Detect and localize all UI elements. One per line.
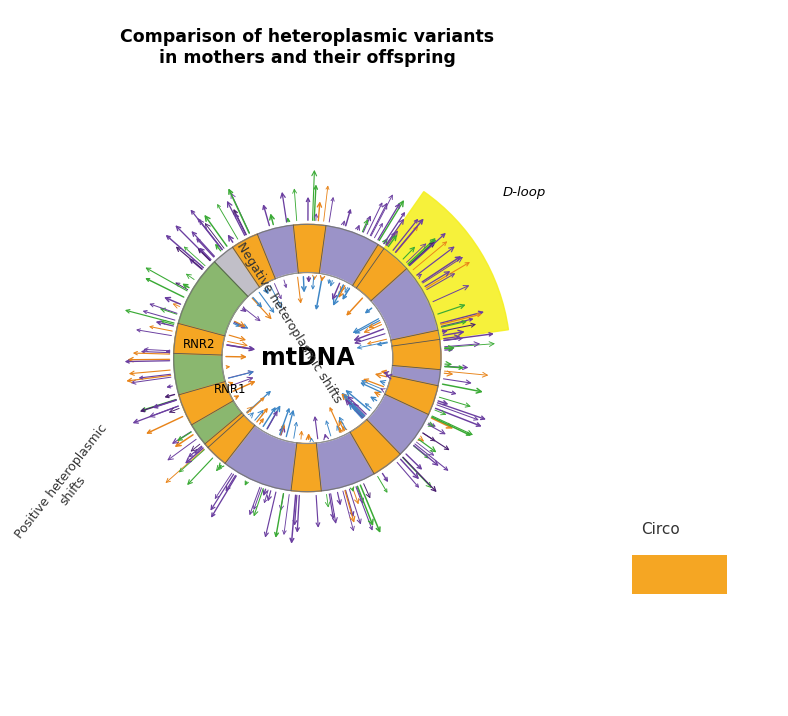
Wedge shape xyxy=(353,245,407,301)
Wedge shape xyxy=(205,413,255,463)
Circle shape xyxy=(221,273,393,443)
Wedge shape xyxy=(293,224,326,274)
Wedge shape xyxy=(173,262,248,448)
Wedge shape xyxy=(174,324,225,355)
Text: Positive heteroplasmic
shifts: Positive heteroplasmic shifts xyxy=(13,422,121,551)
Text: RNR1: RNR1 xyxy=(214,384,247,397)
Text: Comparison of heteroplasmic variants
in mothers and their offspring: Comparison of heteroplasmic variants in … xyxy=(121,28,494,67)
Wedge shape xyxy=(173,247,259,463)
Wedge shape xyxy=(291,443,322,492)
Wedge shape xyxy=(179,382,233,425)
Wedge shape xyxy=(350,420,400,474)
Text: Circo: Circo xyxy=(641,523,679,537)
Circle shape xyxy=(173,224,441,492)
Text: RNR2: RNR2 xyxy=(182,339,215,352)
Text: D-loop: D-loop xyxy=(503,186,545,199)
Text: Negative heteroplasmic shifts: Negative heteroplasmic shifts xyxy=(233,241,344,406)
Wedge shape xyxy=(384,192,508,339)
Wedge shape xyxy=(232,234,275,287)
Wedge shape xyxy=(391,330,441,369)
FancyBboxPatch shape xyxy=(632,555,727,594)
Text: mtDNA: mtDNA xyxy=(261,346,354,370)
Wedge shape xyxy=(385,376,438,415)
